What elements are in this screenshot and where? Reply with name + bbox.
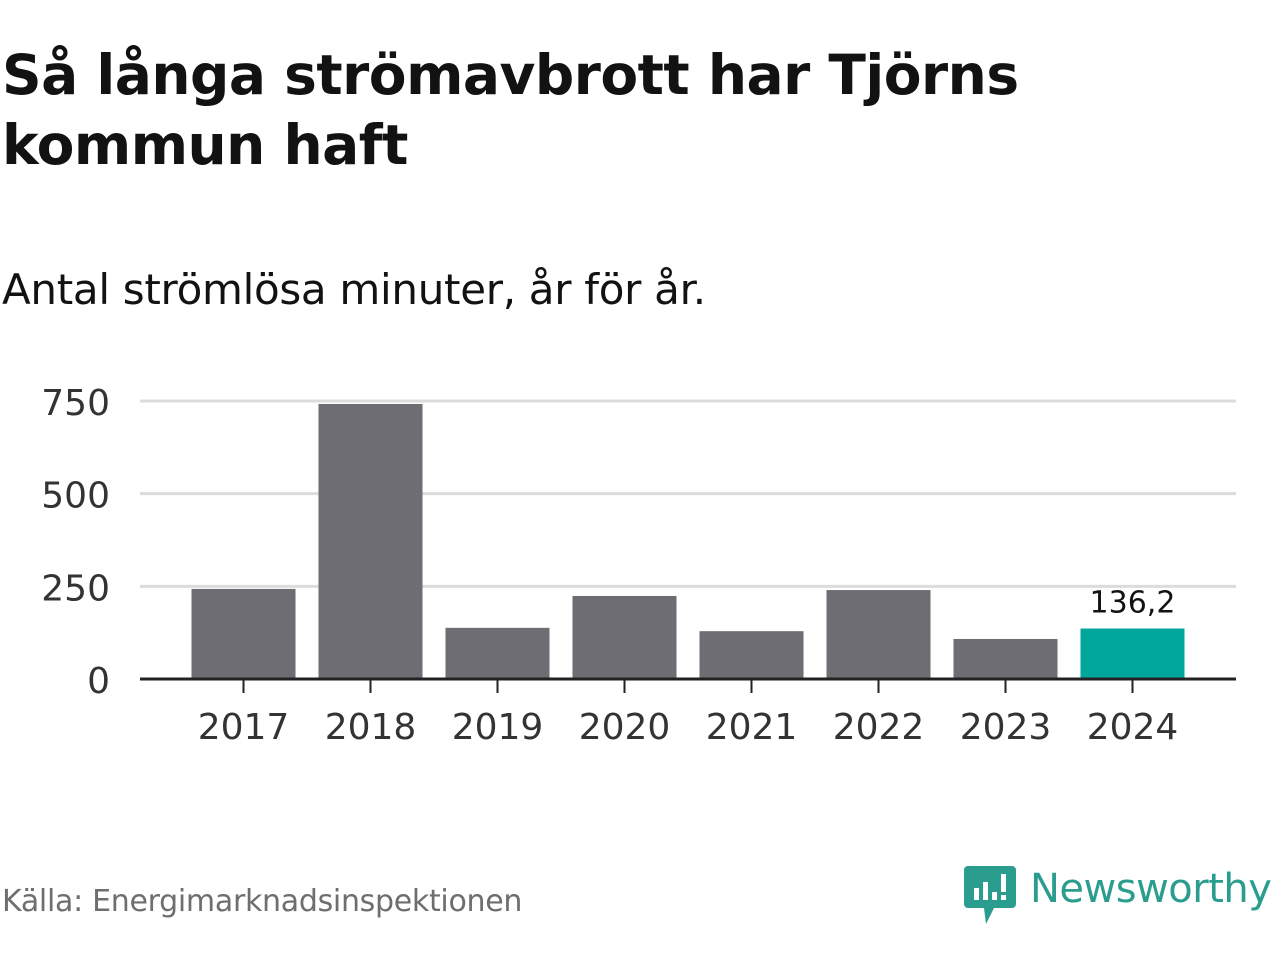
chart-title: Så långa strömavbrott har Tjörns kommun …	[2, 43, 1019, 177]
bar-2023	[953, 638, 1058, 679]
y-tick-label-500: 500	[41, 476, 110, 517]
x-tick-label-2023: 2023	[960, 707, 1052, 748]
x-tick-label-2017: 2017	[198, 707, 290, 748]
y-tick-label-250: 250	[41, 568, 110, 609]
x-tick-label-2022: 2022	[833, 707, 925, 748]
bar-2021	[699, 631, 804, 679]
bar-2022	[826, 590, 931, 679]
x-tick-label-2020: 2020	[579, 707, 671, 748]
x-tick-label-2024: 2024	[1087, 707, 1179, 748]
chart-subtitle: Antal strömlösa minuter, år för år.	[2, 265, 706, 314]
bar-2019	[445, 627, 550, 679]
y-tick-label-750: 750	[41, 383, 110, 424]
bar-chart: 0 250 500 750 2017 2018 2019 2020 2021 2022 2023 20…	[41, 383, 1236, 748]
bar-2020	[572, 595, 677, 679]
x-tick-label-2021: 2021	[706, 707, 798, 748]
y-tick-label-0: 0	[87, 661, 110, 702]
x-tick-label-2018: 2018	[325, 707, 417, 748]
source-note: Källa: Energimarknadsinspektionen	[2, 884, 523, 919]
data-label-2024: 136,2	[1090, 586, 1176, 621]
x-tick-label-2019: 2019	[452, 707, 544, 748]
bar-2018	[318, 403, 423, 679]
brand-logo: Newsworthy	[964, 864, 1272, 928]
bar-2024	[1080, 628, 1185, 679]
newsworthy-logo-icon	[964, 866, 1016, 924]
brand-name: Newsworthy	[1030, 866, 1272, 912]
bar-2017	[191, 588, 296, 679]
